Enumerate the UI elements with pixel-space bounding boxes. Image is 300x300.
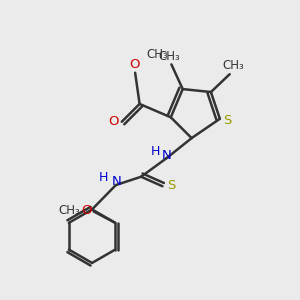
Text: H: H [150, 145, 160, 158]
Text: O: O [108, 115, 119, 128]
Text: O: O [81, 203, 91, 217]
Text: CH₃: CH₃ [158, 50, 180, 63]
Text: O: O [129, 58, 140, 71]
Text: N: N [112, 175, 121, 188]
Text: CH₃: CH₃ [58, 203, 80, 217]
Text: N: N [162, 149, 172, 162]
Text: H: H [99, 171, 109, 184]
Text: S: S [223, 114, 232, 127]
Text: CH₃: CH₃ [222, 59, 244, 72]
Text: S: S [167, 179, 176, 192]
Text: CH₃: CH₃ [146, 48, 168, 61]
